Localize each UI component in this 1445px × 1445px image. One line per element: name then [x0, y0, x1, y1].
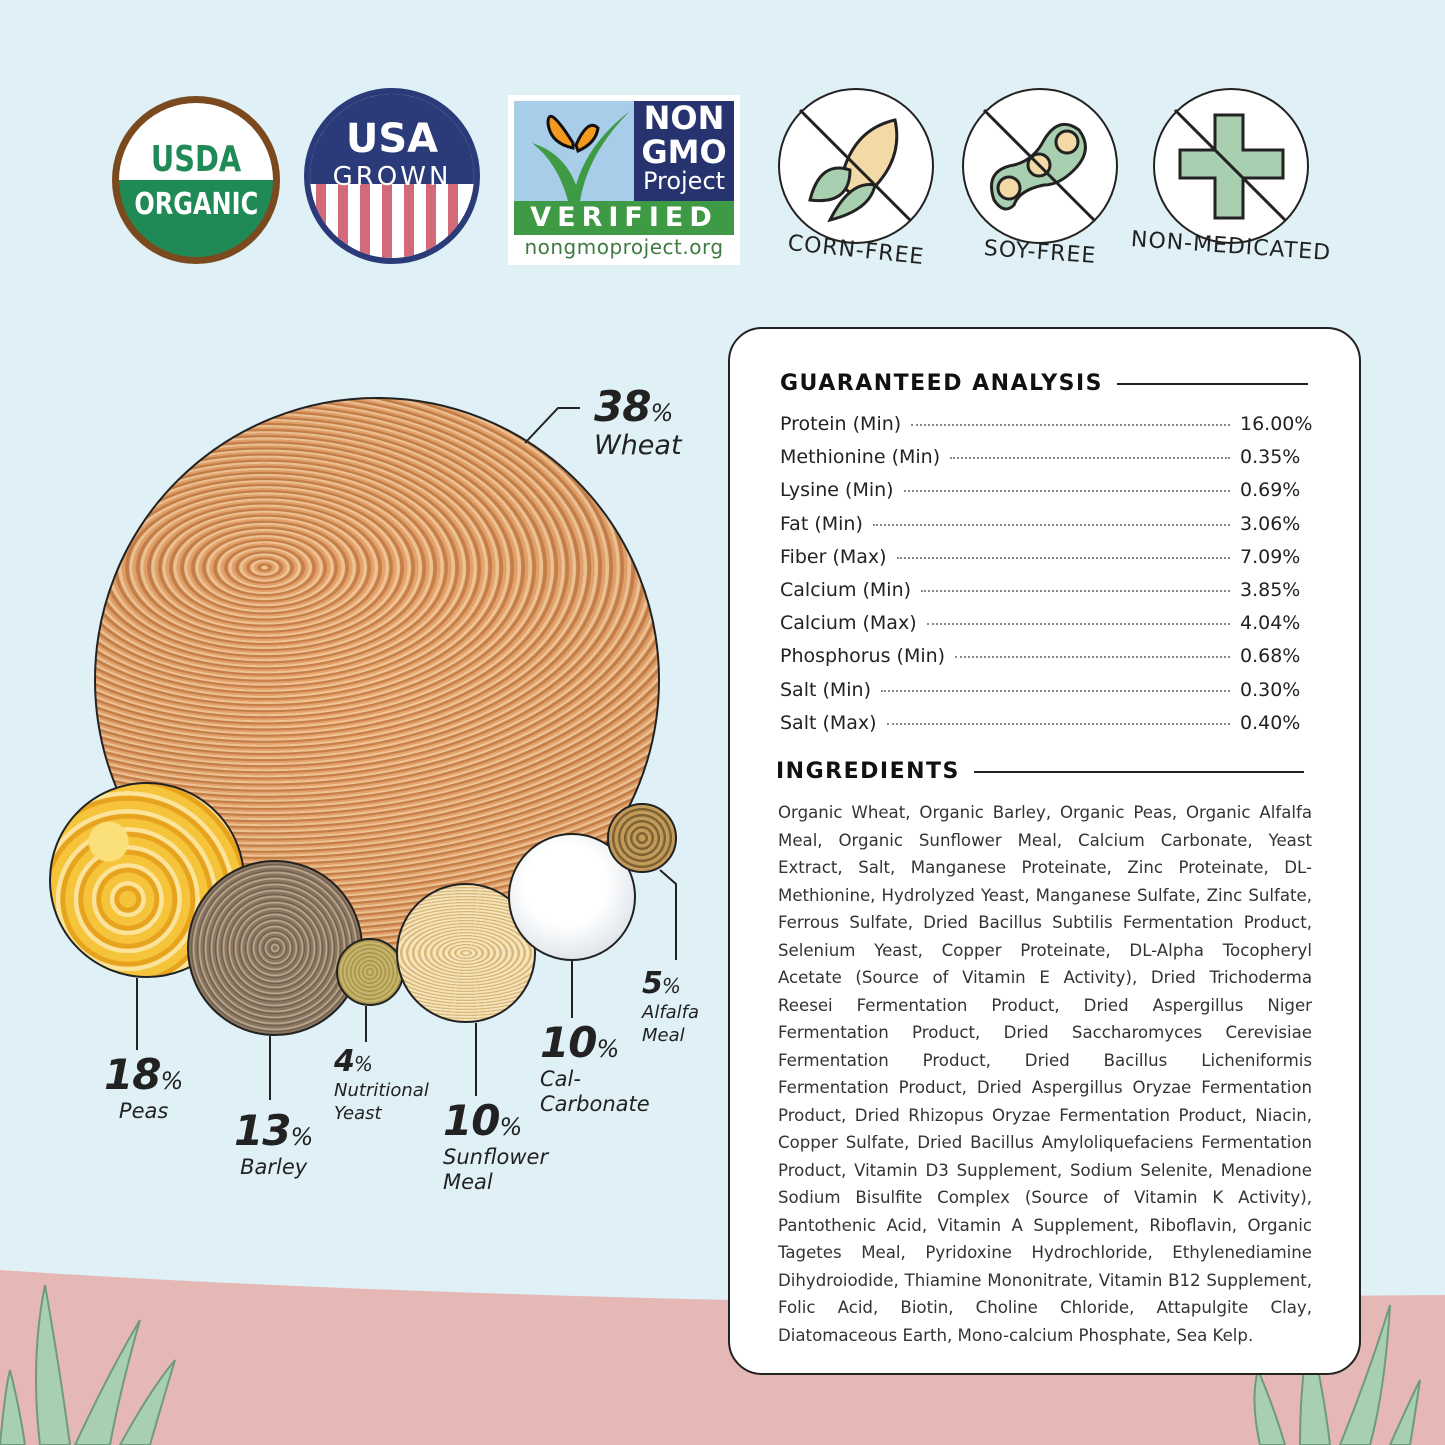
analysis-label: Salt (Max) [780, 711, 877, 734]
analysis-value: 3.85% [1240, 579, 1301, 601]
corn-free-badge [778, 88, 934, 244]
wheat-label: 38% Wheat [594, 382, 682, 461]
non-gmo-verified-badge: NON GMO Project VERIFIED nongmoproject.o… [508, 95, 740, 265]
dot-leader [903, 490, 1230, 493]
analysis-row: Phosphorus (Min) 0.68% [780, 645, 1301, 668]
alfalfa-meal-label: 5% Alfalfa Meal [642, 966, 700, 1046]
analysis-value: 0.69% [1240, 479, 1301, 502]
analysis-value: 7.09% [1240, 545, 1301, 568]
analysis-label: Phosphorus (Min) [780, 645, 946, 668]
corn-icon [798, 108, 913, 223]
analysis-row: Calcium (Min) 3.85% [780, 579, 1301, 601]
barley-circle [187, 860, 363, 1036]
nongmo-url-text: nongmoproject.org [524, 235, 724, 259]
soybean-icon [982, 108, 1097, 223]
analysis-value: 0.30% [1240, 678, 1301, 701]
analysis-value: 0.35% [1240, 446, 1301, 469]
sunflower-meal-label: 10% Sunflower Meal [443, 1096, 549, 1194]
analysis-row: Salt (Max) 0.40% [780, 711, 1301, 734]
cal-carbonate-label: 10% Cal-Carbonate [540, 1018, 650, 1116]
usda-organic-badge: USDA ORGANIC [112, 96, 280, 264]
usa-text: USA [345, 116, 439, 162]
analysis-value: 0.40% [1240, 711, 1301, 734]
dot-leader [872, 523, 1230, 526]
dot-leader [955, 656, 1230, 659]
analysis-label: Methionine (Min) [780, 446, 941, 469]
dot-leader [896, 556, 1230, 559]
analysis-row: Salt (Min) 0.30% [780, 678, 1301, 701]
dot-leader [881, 689, 1230, 692]
analysis-value: 3.06% [1240, 512, 1301, 535]
verified-text: VERIFIED [514, 201, 734, 235]
analysis-value: 4.04% [1240, 612, 1301, 635]
grown-text: GROWN [332, 162, 452, 192]
nutritional-yeast-label: 4% Nutritional Yeast [334, 1044, 429, 1124]
analysis-row: Fiber (Max) 7.09% [780, 545, 1301, 568]
non-text: NON [643, 99, 725, 137]
analysis-row: Fat (Min) 3.06% [780, 512, 1301, 535]
non-medicated-badge [1153, 88, 1309, 244]
usa-grown-badge: USA GROWN [304, 88, 480, 264]
analysis-row: Methionine (Min) 0.35% [780, 446, 1301, 469]
analysis-row: Protein (Min) 16.00% [780, 413, 1313, 435]
leader-lines [136, 407, 677, 1100]
analysis-label: Protein (Min) [780, 413, 902, 435]
analysis-label: Calcium (Min) [780, 579, 912, 601]
analysis-value: 0.68% [1240, 645, 1301, 668]
dot-leader [926, 623, 1230, 626]
gmo-text: GMO [641, 133, 727, 171]
organic-text: ORGANIC [134, 187, 259, 222]
project-text: Project [642, 167, 726, 195]
peas-label: 18% Peas [104, 1050, 184, 1123]
analysis-row: Calcium (Max) 4.04% [780, 612, 1301, 635]
nutritional-yeast-circle [336, 938, 404, 1006]
ingredients-text: Organic Wheat, Organic Barley, Organic P… [778, 803, 1312, 1345]
guaranteed-analysis-heading: GUARANTEED ANALYSIS [780, 371, 1308, 396]
ingredients-heading: INGREDIENTS [776, 759, 1304, 784]
analysis-label: Fiber (Max) [780, 545, 887, 568]
medical-cross-icon [1173, 108, 1288, 223]
analysis-label: Lysine (Min) [780, 479, 894, 502]
barley-label: 13% Barley [234, 1106, 314, 1179]
butterfly-sprout-icon [532, 111, 630, 201]
usda-text: USDA [150, 139, 242, 180]
dot-leader [886, 722, 1230, 725]
nutrition-card: GUARANTEED ANALYSIS Protein (Min) 16.00% M… [728, 327, 1361, 1375]
dot-leader [950, 457, 1230, 460]
dot-leader [921, 590, 1230, 592]
analysis-label: Calcium (Max) [780, 612, 917, 635]
analysis-row: Lysine (Min) 0.69% [780, 479, 1301, 502]
analysis-value: 16.00% [1240, 413, 1313, 435]
soy-free-badge [962, 88, 1118, 244]
analysis-label: Fat (Min) [780, 512, 863, 535]
analysis-label: Salt (Min) [780, 678, 872, 701]
dot-leader [911, 424, 1230, 426]
alfalfa-meal-circle [607, 803, 677, 873]
grass-left [0, 1284, 176, 1445]
